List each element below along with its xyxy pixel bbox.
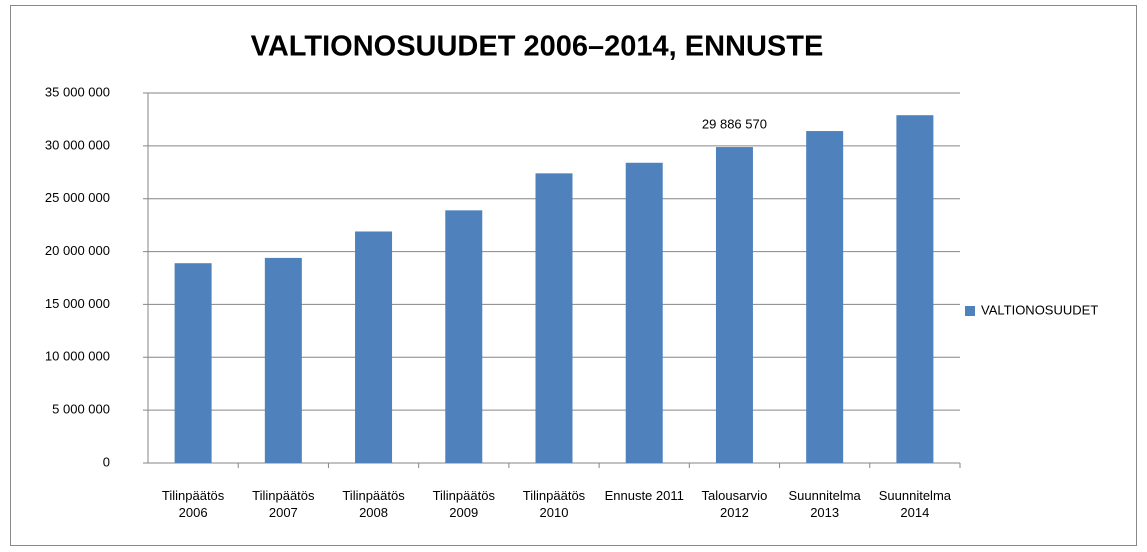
x-tick-label: Tilinpäätös 2006 [161,488,225,520]
x-tick-label: Tilinpäätös 2007 [252,488,315,520]
x-tick-label: Suunnitelma 2014 [878,488,952,520]
y-tick-label: 30 000 000 [45,137,110,152]
x-tick-label: Ennuste 2011 [604,488,684,503]
bar [896,115,934,463]
bar [715,147,753,463]
x-tick-label: Talousarvio 2012 [701,488,768,520]
legend-swatch [965,306,975,316]
x-tick-label: Tilinpäätös 2010 [522,488,586,520]
y-tick-label: 0 [103,454,110,469]
y-tick-label: 35 000 000 [45,84,110,99]
x-tick-label: Tilinpäätös 2008 [342,488,405,520]
y-tick-label: 15 000 000 [45,296,110,311]
bar [535,173,573,464]
bar [625,162,663,463]
bar [174,263,212,463]
y-tick-label: 25 000 000 [45,190,110,205]
y-tick-label: 10 000 000 [45,349,110,364]
y-tick-label: 5 000 000 [52,402,110,417]
bar [264,257,302,463]
x-tick-label: Tilinpäätös 2009 [432,488,495,520]
y-tick-label: 20 000 000 [45,243,110,258]
chart-title: VALTIONOSUUDET 2006–2014, ENNUSTE [251,31,824,63]
data-label: 29 886 570 [702,116,767,131]
bar [806,131,844,464]
bar [445,210,483,463]
bar [355,231,393,463]
x-tick-label: Suunnitelma 2013 [788,488,861,520]
legend-label: VALTIONOSUUDET [981,302,1098,317]
